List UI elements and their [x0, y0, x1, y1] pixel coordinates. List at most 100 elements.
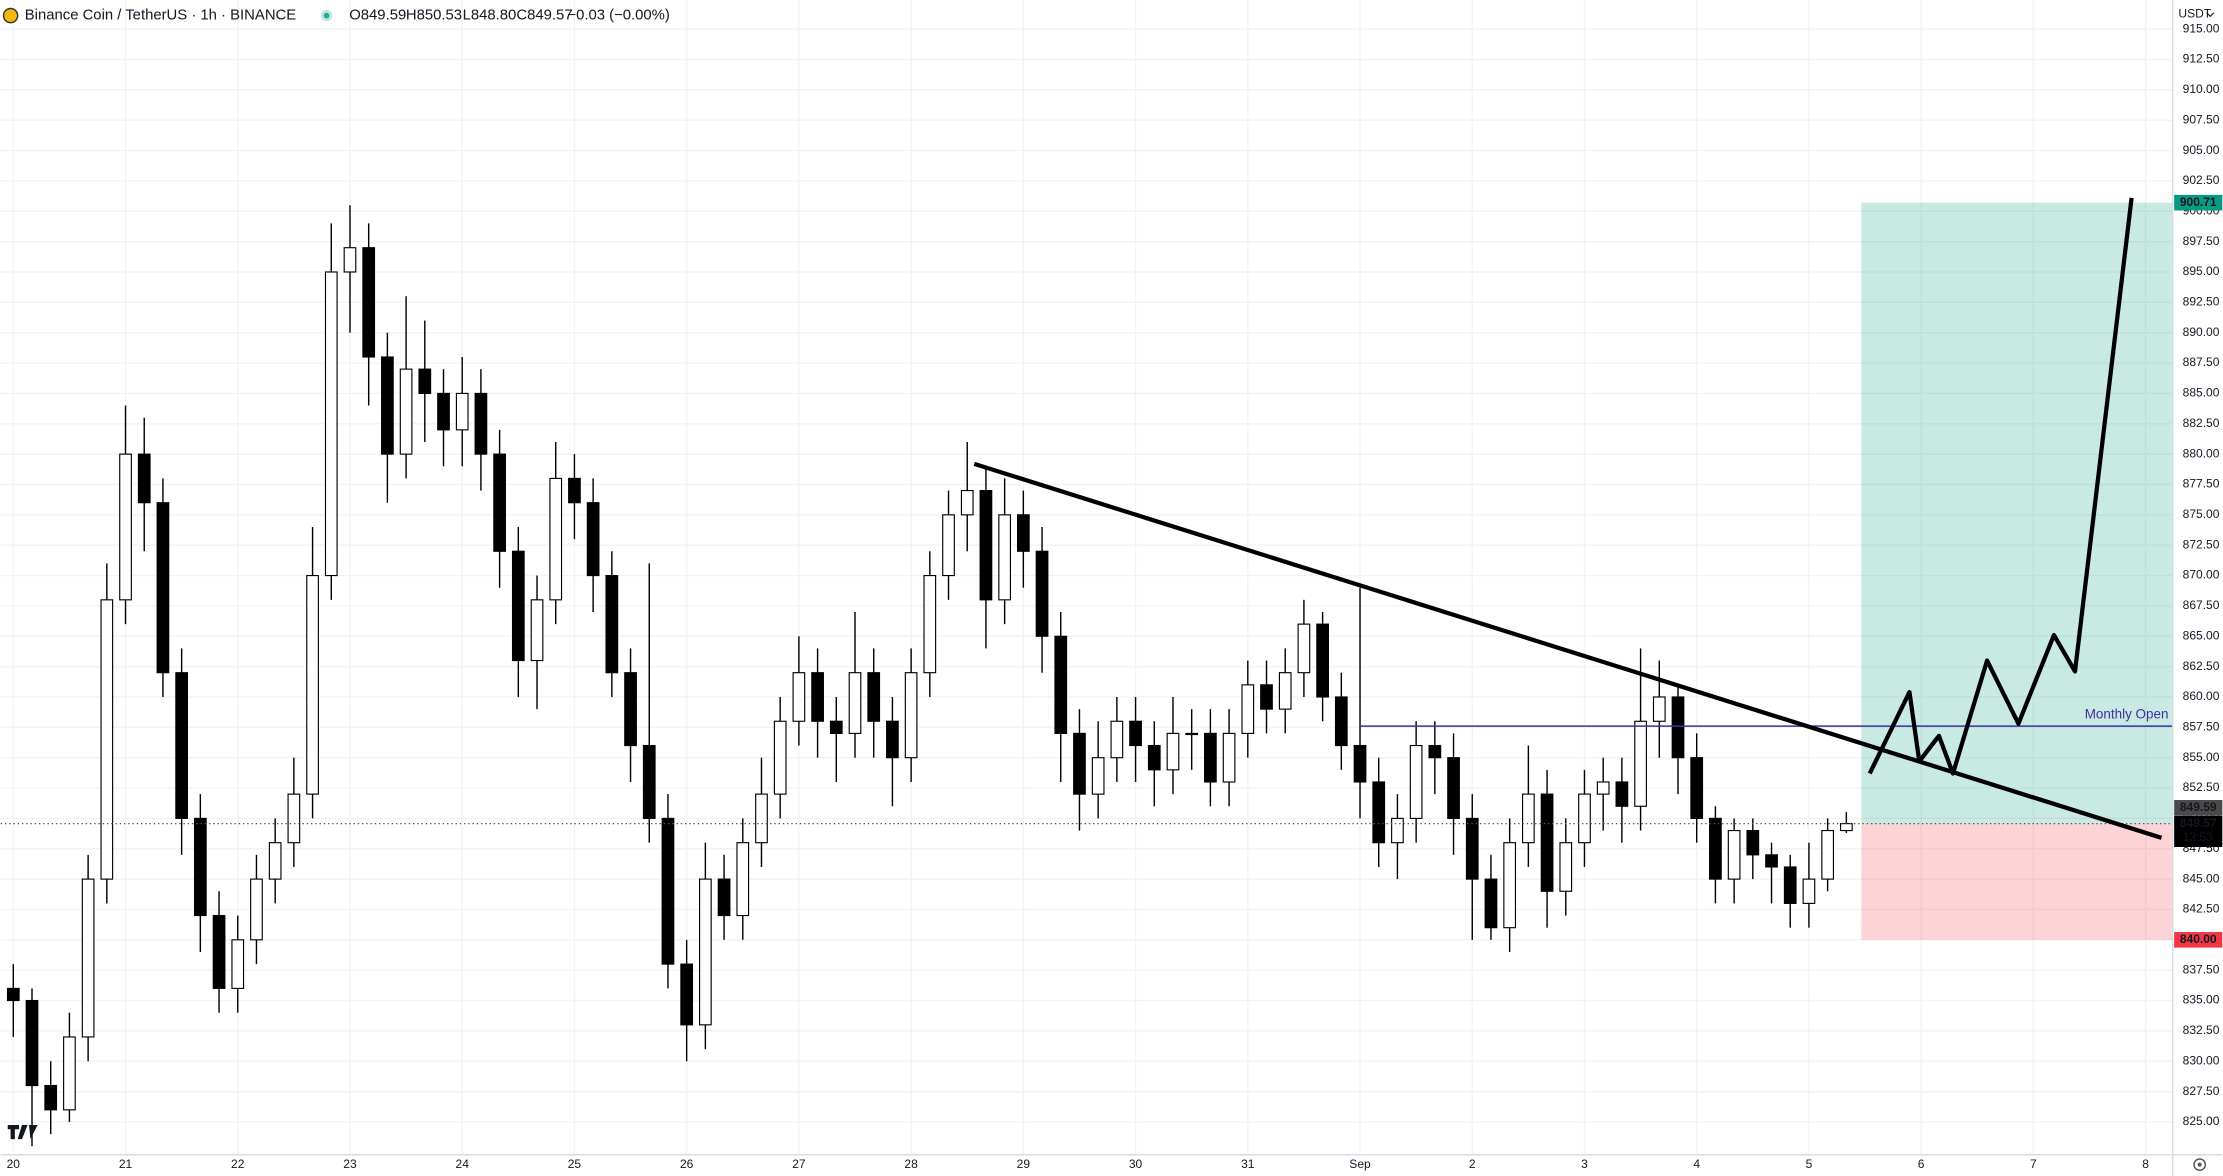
candle-body [1035, 550, 1049, 637]
y-tick-label: 870.00 [2183, 568, 2220, 582]
y-tick-label: 895.00 [2183, 264, 2220, 278]
x-tick-label: 23 [343, 1157, 357, 1171]
monthly-open-label: Monthly Open [2085, 706, 2169, 721]
candle-body [175, 672, 189, 819]
candle-body [530, 599, 544, 662]
candle-body [193, 817, 207, 917]
candle-body [1204, 732, 1217, 783]
candle-body [923, 574, 937, 674]
x-tick-label: 4 [1693, 1157, 1700, 1171]
candle-body [1166, 732, 1180, 771]
candle-body [1596, 781, 1610, 795]
stop-label-box [2174, 932, 2223, 948]
candle-body [605, 574, 619, 674]
candle-body [1147, 744, 1161, 771]
y-tick-label: 867.50 [2183, 598, 2220, 612]
settings-icon-center[interactable] [2197, 1162, 2202, 1167]
y-tick-label: 860.00 [2183, 689, 2220, 703]
symbol-title[interactable]: Binance Coin / TetherUS · 1h · BINANCE [25, 8, 297, 24]
candle-body [156, 502, 170, 674]
candle-body [1334, 696, 1348, 747]
candle-body [680, 963, 694, 1026]
y-tick-label: 877.50 [2183, 477, 2220, 491]
x-tick-label: 21 [119, 1157, 133, 1171]
candle-body [1615, 781, 1629, 807]
candle-body [81, 878, 95, 1038]
candle-body [586, 502, 600, 577]
candle-body [1765, 854, 1778, 868]
y-tick-label: 825.00 [2183, 1114, 2220, 1128]
currency-caret[interactable] [2206, 12, 2215, 18]
y-tick-label: 835.00 [2183, 993, 2220, 1007]
target-label-box [2174, 194, 2223, 211]
x-tick-label: 26 [680, 1157, 694, 1171]
candle-body [1709, 817, 1722, 880]
x-tick-label: 25 [568, 1157, 582, 1171]
candle-body [1185, 732, 1199, 736]
candle-body [362, 247, 376, 358]
stop-label: 840.00 [2180, 932, 2217, 946]
currency-selector[interactable]: USDT [2178, 6, 2211, 20]
candle-body [979, 489, 993, 601]
candle-body [886, 720, 899, 759]
ohlc-low: L848.80 [463, 8, 517, 24]
candle-body [661, 817, 675, 965]
y-tick-label: 890.00 [2183, 325, 2220, 339]
projection-path [1867, 197, 2134, 776]
logo-shape[interactable] [7, 1124, 38, 1140]
y-tick-label: 852.50 [2183, 780, 2220, 794]
y-tick-label: 882.50 [2183, 416, 2220, 430]
candle-body [1353, 744, 1367, 783]
candle-body [624, 672, 637, 747]
candle-body [6, 987, 20, 1002]
candle-body [942, 514, 955, 577]
x-tick-label: 29 [1017, 1157, 1031, 1171]
candle-body [1428, 744, 1442, 759]
tv-logo[interactable] [7, 1124, 38, 1140]
candle-body [324, 271, 338, 577]
y-tick-label: 905.00 [2183, 143, 2220, 157]
countdown-label: 13:53 [2183, 830, 2213, 844]
candle-body [1391, 817, 1404, 844]
x-tick-label: 22 [231, 1157, 245, 1171]
candle-body [998, 514, 1012, 601]
candle-body [1316, 623, 1329, 698]
candle-body [1260, 684, 1273, 710]
y-tick-label: 902.50 [2183, 173, 2220, 187]
y-tick-label: 875.00 [2183, 507, 2220, 521]
y-tick-label: 915.00 [2183, 21, 2220, 35]
candle-body [381, 356, 394, 455]
y-tick-label: 827.50 [2183, 1084, 2220, 1098]
candle-body [1465, 817, 1479, 880]
candle-body [848, 672, 862, 734]
candle-body [1278, 672, 1292, 710]
candle-body [306, 574, 319, 795]
target-zone [1861, 202, 2173, 824]
candle-body [511, 550, 525, 662]
x-tick-label: 3 [1581, 1157, 1588, 1171]
candle-body [755, 793, 768, 844]
candle-body [1839, 823, 1853, 832]
ohlc-change: −0.03 (−0.00%) [567, 8, 669, 24]
trendline [973, 461, 2163, 840]
candle-body [1447, 757, 1460, 819]
symbol-icon[interactable] [2, 7, 19, 24]
y-tick-label: 910.00 [2183, 82, 2220, 96]
y-tick-label: 865.00 [2183, 628, 2220, 642]
last-price-label: 849.57 [2180, 816, 2217, 830]
x-tick-label: 24 [456, 1157, 470, 1171]
x-tick-label: Sep [1349, 1157, 1371, 1171]
x-tick-label: 8 [2142, 1157, 2149, 1171]
candle-body [1559, 842, 1573, 892]
settings-icon[interactable] [2193, 1158, 2207, 1172]
candle-body [44, 1084, 58, 1111]
x-tick-label: 20 [7, 1157, 21, 1171]
x-tick-label: 6 [1918, 1157, 1925, 1171]
x-tick-label: 31 [1241, 1157, 1255, 1171]
candle-body [549, 477, 563, 601]
candle-body [1016, 514, 1030, 552]
candle-body [63, 1036, 76, 1111]
candle-body [867, 672, 881, 722]
candle-body [1783, 866, 1797, 904]
target-label: 900.71 [2180, 195, 2217, 209]
